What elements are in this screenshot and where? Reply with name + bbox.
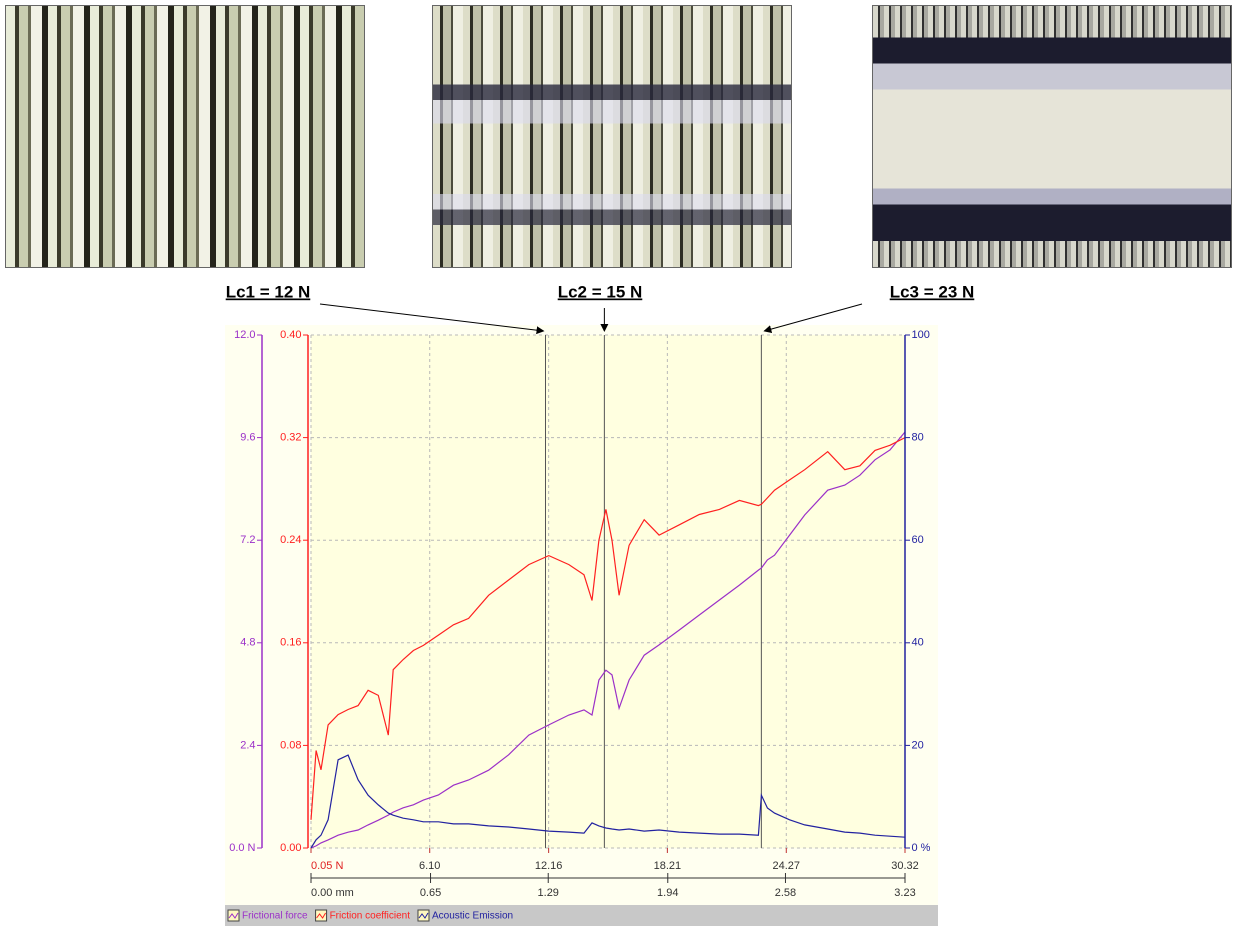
x2-tick-label: 0.65 bbox=[420, 887, 441, 899]
legend-label: Friction coefficient bbox=[330, 911, 411, 922]
y3-tick-label: 100 bbox=[912, 329, 930, 341]
legend-label: Frictional force bbox=[242, 911, 308, 922]
y-tick-label: 7.2 bbox=[240, 534, 255, 546]
annotation-label: Lc1 = 12 N bbox=[226, 282, 311, 301]
y2-tick-label: 0.08 bbox=[280, 739, 301, 751]
series-line bbox=[310, 437, 906, 820]
y3-tick-label: 60 bbox=[912, 534, 924, 546]
series-line bbox=[310, 431, 906, 849]
y-tick-label: 0.0 N bbox=[229, 842, 255, 854]
x-tick-label: 18.21 bbox=[654, 860, 682, 872]
y2-tick-label: 0.00 bbox=[280, 842, 301, 854]
micrograph bbox=[872, 5, 1232, 268]
y3-tick-label: 0 % bbox=[912, 842, 931, 854]
x2-tick-label: 0.00 mm bbox=[311, 887, 354, 899]
y-tick-label: 4.8 bbox=[240, 637, 255, 649]
x-tick-label: 6.10 bbox=[419, 860, 440, 872]
legend-bar bbox=[225, 905, 938, 926]
y3-tick-label: 20 bbox=[912, 739, 924, 751]
legend-glyph bbox=[316, 912, 327, 919]
x2-tick-label: 1.29 bbox=[538, 887, 559, 899]
x-tick-label: 30.32 bbox=[891, 860, 919, 872]
annotation-arrow bbox=[763, 303, 863, 333]
legend-glyph bbox=[418, 912, 429, 919]
annotation-label: Lc3 = 23 N bbox=[890, 282, 975, 301]
y3-tick-label: 80 bbox=[912, 432, 924, 444]
micrograph bbox=[432, 5, 792, 268]
y2-tick-label: 0.40 bbox=[280, 329, 301, 341]
y-tick-label: 9.6 bbox=[240, 432, 255, 444]
x2-tick-label: 3.23 bbox=[894, 887, 915, 899]
y-tick-label: 12.0 bbox=[234, 329, 255, 341]
legend-glyph bbox=[228, 912, 239, 919]
legend-label: Acoustic Emission bbox=[432, 911, 513, 922]
y3-tick-label: 40 bbox=[912, 637, 924, 649]
annotation-arrow bbox=[319, 303, 545, 335]
plot-area bbox=[311, 335, 905, 848]
x2-tick-label: 2.58 bbox=[775, 887, 796, 899]
x-tick-label: 0.05 N bbox=[311, 860, 343, 872]
x-tick-label: 24.27 bbox=[773, 860, 801, 872]
y2-tick-label: 0.16 bbox=[280, 637, 301, 649]
x-tick-label: 12.16 bbox=[535, 860, 563, 872]
micrograph bbox=[5, 5, 365, 268]
y-tick-label: 2.4 bbox=[240, 739, 255, 751]
annotation-label: Lc2 = 15 N bbox=[558, 282, 643, 301]
y2-tick-label: 0.24 bbox=[280, 534, 301, 546]
series-line bbox=[310, 754, 906, 849]
y2-tick-label: 0.32 bbox=[280, 432, 301, 444]
x2-tick-label: 1.94 bbox=[657, 887, 678, 899]
